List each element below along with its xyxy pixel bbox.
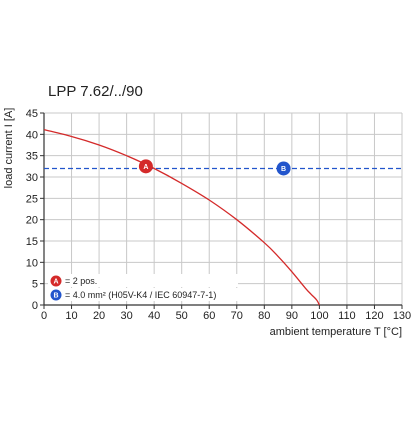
- legend-marker-b: B: [50, 289, 62, 301]
- y-tick-label: 0: [32, 300, 38, 312]
- y-tick-label: 40: [26, 129, 38, 141]
- x-tick-label: 40: [148, 310, 160, 322]
- legend-bg: [48, 274, 238, 287]
- y-tick-label: 25: [26, 193, 38, 205]
- x-tick-label: 10: [65, 310, 77, 322]
- series-line-a: [43, 128, 320, 306]
- x-tick-label: 110: [338, 310, 356, 322]
- y-tick-label: 15: [26, 236, 38, 248]
- marker-a-letter: A: [143, 164, 148, 171]
- marker-b-letter: B: [281, 166, 286, 173]
- legend-entry-text: = 4.0 mm² (H05V-K4 / IEC 60947-7-1): [65, 290, 216, 300]
- y-tick-label: 5: [32, 279, 38, 291]
- x-tick-label: 20: [93, 310, 105, 322]
- x-tick-label: 80: [258, 310, 270, 322]
- x-tick-label: 30: [120, 310, 132, 322]
- marker-a: A: [138, 159, 153, 174]
- legend-bg: [48, 288, 238, 301]
- x-tick-label: 100: [310, 310, 328, 322]
- legend-marker-b-letter: B: [53, 293, 58, 300]
- chart-title: LPP 7.62/../90: [48, 83, 143, 100]
- x-axis-label: ambient temperature T [°C]: [270, 326, 402, 338]
- y-tick-label: 45: [26, 108, 38, 120]
- x-tick-label: 70: [231, 310, 243, 322]
- x-tick-label: 120: [365, 310, 383, 322]
- legend-marker-b-circle: [50, 289, 62, 301]
- y-tick-label: 10: [26, 257, 38, 269]
- marker-a-circle: [138, 159, 153, 174]
- legend-entry-text: = 2 pos.: [65, 276, 97, 286]
- legend-marker-a-circle: [50, 275, 62, 287]
- legend-marker-a: A: [50, 275, 62, 287]
- marker-b: B: [276, 161, 291, 176]
- x-tick-label: 0: [41, 310, 47, 322]
- y-tick-label: 30: [26, 172, 38, 184]
- y-axis-label: load current I [A]: [3, 108, 15, 189]
- x-tick-label: 50: [176, 310, 188, 322]
- y-tick-label: 35: [26, 151, 38, 163]
- y-tick-label: 20: [26, 215, 38, 227]
- marker-b-circle: [276, 161, 291, 176]
- plot-area: 0 10 20 30 40 50 60 70 80 90 100 110 120 130 0 5 10 15 20 2…: [26, 108, 411, 322]
- legend-marker-a-letter: A: [53, 279, 58, 286]
- x-tick-label: 130: [393, 310, 411, 322]
- x-tick-label: 60: [203, 310, 215, 322]
- x-tick-label: 90: [286, 310, 298, 322]
